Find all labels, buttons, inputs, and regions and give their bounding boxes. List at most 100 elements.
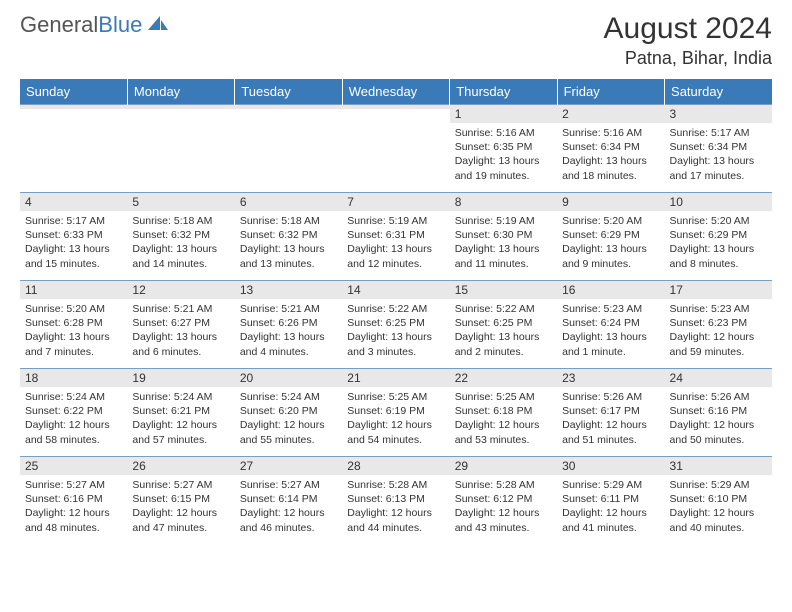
sunset-text: Sunset: 6:33 PM bbox=[25, 228, 122, 242]
sunrise-text: Sunrise: 5:29 AM bbox=[670, 478, 767, 492]
sunset-text: Sunset: 6:23 PM bbox=[670, 316, 767, 330]
day-number: 24 bbox=[665, 369, 772, 387]
daylight1-text: Daylight: 12 hours bbox=[240, 506, 337, 520]
daylight2-text: and 46 minutes. bbox=[240, 521, 337, 535]
day-cell: 18Sunrise: 5:24 AMSunset: 6:22 PMDayligh… bbox=[20, 369, 127, 457]
sunset-text: Sunset: 6:32 PM bbox=[132, 228, 229, 242]
daylight2-text: and 41 minutes. bbox=[562, 521, 659, 535]
sunrise-text: Sunrise: 5:19 AM bbox=[455, 214, 552, 228]
day-details: Sunrise: 5:25 AMSunset: 6:18 PMDaylight:… bbox=[450, 387, 557, 450]
daylight1-text: Daylight: 13 hours bbox=[455, 242, 552, 256]
sunrise-text: Sunrise: 5:26 AM bbox=[562, 390, 659, 404]
daylight2-text: and 17 minutes. bbox=[670, 169, 767, 183]
sunset-text: Sunset: 6:29 PM bbox=[670, 228, 767, 242]
sunrise-text: Sunrise: 5:27 AM bbox=[25, 478, 122, 492]
sunset-text: Sunset: 6:19 PM bbox=[347, 404, 444, 418]
daylight2-text: and 47 minutes. bbox=[132, 521, 229, 535]
daylight2-text: and 58 minutes. bbox=[25, 433, 122, 447]
day-details: Sunrise: 5:28 AMSunset: 6:13 PMDaylight:… bbox=[342, 475, 449, 538]
daylight1-text: Daylight: 12 hours bbox=[562, 506, 659, 520]
day-details: Sunrise: 5:20 AMSunset: 6:29 PMDaylight:… bbox=[557, 211, 664, 274]
week-row: 25Sunrise: 5:27 AMSunset: 6:16 PMDayligh… bbox=[20, 457, 772, 545]
daylight1-text: Daylight: 12 hours bbox=[132, 418, 229, 432]
day-cell: 4Sunrise: 5:17 AMSunset: 6:33 PMDaylight… bbox=[20, 193, 127, 281]
day-details: Sunrise: 5:18 AMSunset: 6:32 PMDaylight:… bbox=[127, 211, 234, 274]
sunset-text: Sunset: 6:25 PM bbox=[455, 316, 552, 330]
day-details: Sunrise: 5:24 AMSunset: 6:20 PMDaylight:… bbox=[235, 387, 342, 450]
sunrise-text: Sunrise: 5:17 AM bbox=[25, 214, 122, 228]
sunset-text: Sunset: 6:11 PM bbox=[562, 492, 659, 506]
daylight2-text: and 40 minutes. bbox=[670, 521, 767, 535]
daylight1-text: Daylight: 12 hours bbox=[347, 418, 444, 432]
day-cell bbox=[20, 105, 127, 193]
sunrise-text: Sunrise: 5:26 AM bbox=[670, 390, 767, 404]
day-cell: 20Sunrise: 5:24 AMSunset: 6:20 PMDayligh… bbox=[235, 369, 342, 457]
daylight1-text: Daylight: 12 hours bbox=[670, 330, 767, 344]
sunrise-text: Sunrise: 5:16 AM bbox=[455, 126, 552, 140]
day-cell: 7Sunrise: 5:19 AMSunset: 6:31 PMDaylight… bbox=[342, 193, 449, 281]
sunrise-text: Sunrise: 5:22 AM bbox=[455, 302, 552, 316]
sunset-text: Sunset: 6:14 PM bbox=[240, 492, 337, 506]
day-header: Friday bbox=[557, 79, 664, 105]
daylight1-text: Daylight: 12 hours bbox=[670, 418, 767, 432]
daylight1-text: Daylight: 12 hours bbox=[455, 506, 552, 520]
daylight2-text: and 2 minutes. bbox=[455, 345, 552, 359]
day-cell bbox=[342, 105, 449, 193]
day-number: 18 bbox=[20, 369, 127, 387]
sunset-text: Sunset: 6:35 PM bbox=[455, 140, 552, 154]
day-cell: 10Sunrise: 5:20 AMSunset: 6:29 PMDayligh… bbox=[665, 193, 772, 281]
day-number: 9 bbox=[557, 193, 664, 211]
day-details: Sunrise: 5:26 AMSunset: 6:17 PMDaylight:… bbox=[557, 387, 664, 450]
sunset-text: Sunset: 6:24 PM bbox=[562, 316, 659, 330]
day-number: 19 bbox=[127, 369, 234, 387]
day-cell: 22Sunrise: 5:25 AMSunset: 6:18 PMDayligh… bbox=[450, 369, 557, 457]
daylight1-text: Daylight: 13 hours bbox=[25, 330, 122, 344]
day-number: 29 bbox=[450, 457, 557, 475]
day-number: 21 bbox=[342, 369, 449, 387]
day-number: 13 bbox=[235, 281, 342, 299]
day-header-row: Sunday Monday Tuesday Wednesday Thursday… bbox=[20, 79, 772, 105]
sunrise-text: Sunrise: 5:19 AM bbox=[347, 214, 444, 228]
day-details: Sunrise: 5:21 AMSunset: 6:26 PMDaylight:… bbox=[235, 299, 342, 362]
daylight2-text: and 43 minutes. bbox=[455, 521, 552, 535]
day-details: Sunrise: 5:24 AMSunset: 6:22 PMDaylight:… bbox=[20, 387, 127, 450]
daylight1-text: Daylight: 13 hours bbox=[240, 330, 337, 344]
day-cell: 29Sunrise: 5:28 AMSunset: 6:12 PMDayligh… bbox=[450, 457, 557, 545]
sunrise-text: Sunrise: 5:23 AM bbox=[670, 302, 767, 316]
day-cell: 15Sunrise: 5:22 AMSunset: 6:25 PMDayligh… bbox=[450, 281, 557, 369]
sunrise-text: Sunrise: 5:20 AM bbox=[670, 214, 767, 228]
day-details: Sunrise: 5:24 AMSunset: 6:21 PMDaylight:… bbox=[127, 387, 234, 450]
daylight1-text: Daylight: 12 hours bbox=[240, 418, 337, 432]
day-number: 4 bbox=[20, 193, 127, 211]
daylight2-text: and 4 minutes. bbox=[240, 345, 337, 359]
day-number: 6 bbox=[235, 193, 342, 211]
daylight2-text: and 6 minutes. bbox=[132, 345, 229, 359]
day-number: 30 bbox=[557, 457, 664, 475]
daylight1-text: Daylight: 13 hours bbox=[562, 242, 659, 256]
day-details: Sunrise: 5:23 AMSunset: 6:23 PMDaylight:… bbox=[665, 299, 772, 362]
week-row: 1Sunrise: 5:16 AMSunset: 6:35 PMDaylight… bbox=[20, 105, 772, 193]
day-cell: 28Sunrise: 5:28 AMSunset: 6:13 PMDayligh… bbox=[342, 457, 449, 545]
daylight1-text: Daylight: 13 hours bbox=[347, 242, 444, 256]
day-number: 26 bbox=[127, 457, 234, 475]
day-header: Sunday bbox=[20, 79, 127, 105]
daylight1-text: Daylight: 12 hours bbox=[347, 506, 444, 520]
sunset-text: Sunset: 6:30 PM bbox=[455, 228, 552, 242]
day-details: Sunrise: 5:20 AMSunset: 6:28 PMDaylight:… bbox=[20, 299, 127, 362]
day-cell: 24Sunrise: 5:26 AMSunset: 6:16 PMDayligh… bbox=[665, 369, 772, 457]
sunrise-text: Sunrise: 5:20 AM bbox=[25, 302, 122, 316]
day-cell: 13Sunrise: 5:21 AMSunset: 6:26 PMDayligh… bbox=[235, 281, 342, 369]
sunset-text: Sunset: 6:25 PM bbox=[347, 316, 444, 330]
sunrise-text: Sunrise: 5:21 AM bbox=[132, 302, 229, 316]
daylight2-text: and 8 minutes. bbox=[670, 257, 767, 271]
day-number: 3 bbox=[665, 105, 772, 123]
day-details: Sunrise: 5:23 AMSunset: 6:24 PMDaylight:… bbox=[557, 299, 664, 362]
sunset-text: Sunset: 6:13 PM bbox=[347, 492, 444, 506]
sunrise-text: Sunrise: 5:18 AM bbox=[132, 214, 229, 228]
daylight1-text: Daylight: 13 hours bbox=[562, 154, 659, 168]
daylight1-text: Daylight: 13 hours bbox=[132, 330, 229, 344]
daylight1-text: Daylight: 12 hours bbox=[562, 418, 659, 432]
daylight1-text: Daylight: 12 hours bbox=[132, 506, 229, 520]
day-number: 20 bbox=[235, 369, 342, 387]
day-number: 12 bbox=[127, 281, 234, 299]
